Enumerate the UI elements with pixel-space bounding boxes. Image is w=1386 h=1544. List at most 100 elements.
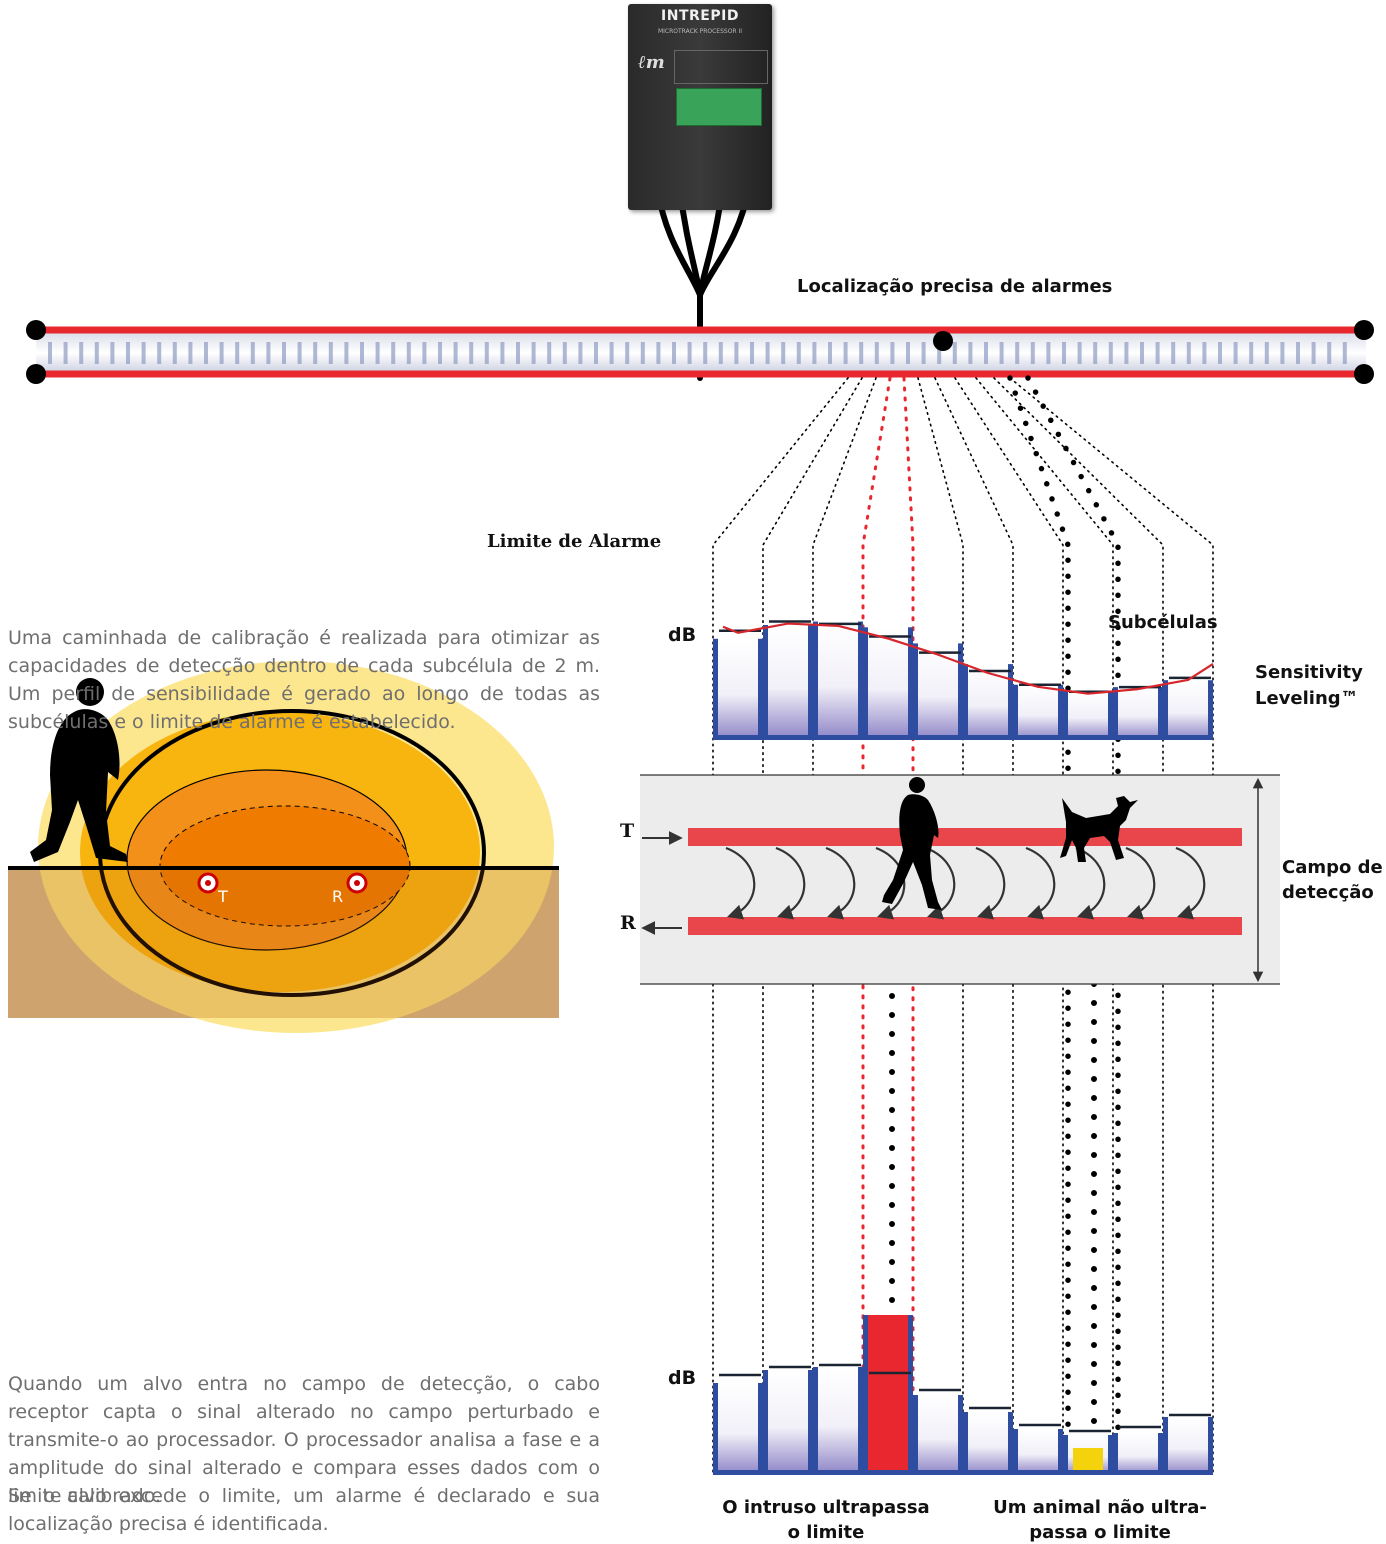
cable-tick: [578, 342, 583, 364]
chart-bar: [1067, 690, 1109, 740]
alarm-limit-label: Limite de Alarme: [487, 531, 662, 552]
chart-bar-edge: [808, 1370, 813, 1475]
target-track-line: [1025, 375, 1121, 1473]
chart-bar: [767, 625, 809, 740]
cable-subcell-ticks: [48, 342, 1347, 364]
cable-tick: [796, 342, 801, 364]
intruder-silhouette-icon: [882, 777, 942, 910]
chart-bar-base: [913, 735, 963, 740]
chart-bar-edge: [1008, 664, 1013, 740]
field-label-line1: Campo de: [1282, 857, 1383, 878]
cable-tick: [812, 342, 817, 364]
cable-tick: [843, 342, 848, 364]
chart-bar-base: [1063, 1470, 1113, 1475]
projection-line: [934, 377, 1014, 1473]
illustration-r-label: R: [332, 887, 344, 906]
chart-bar-edge: [1208, 1417, 1213, 1475]
cable-tick: [141, 342, 146, 364]
target-track-line: [1007, 375, 1071, 1473]
cable-tick: [469, 342, 474, 364]
cable-tick: [484, 342, 489, 364]
chart-bar-edge: [808, 625, 813, 740]
chart-bar-edge: [863, 627, 868, 740]
cable-tick: [406, 342, 411, 364]
chart-bar-edge: [963, 664, 968, 740]
animal-silhouette-icon: [1060, 796, 1138, 862]
chart-bar: [917, 1395, 959, 1475]
field-arc: [1025, 846, 1056, 920]
chart-bar-edge: [1158, 1433, 1163, 1475]
cable-tick: [48, 342, 52, 364]
projection-line: [861, 376, 892, 1474]
cable-tick: [110, 342, 115, 364]
cable-tick: [781, 342, 786, 364]
chart-bar-base: [1113, 735, 1163, 740]
db-label-top: dB: [668, 624, 697, 646]
cable-tick: [562, 342, 567, 364]
chart-bar-edge: [913, 643, 918, 740]
cable-tick: [1093, 342, 1098, 364]
projection-line: [975, 377, 1114, 1473]
field-arc: [875, 846, 906, 920]
field-arc: [1075, 846, 1106, 920]
animal-caption-line1: Um animal não ultra-: [993, 1497, 1207, 1518]
cable-tick: [531, 342, 536, 364]
chart-bar-edge: [1163, 680, 1168, 740]
cable-tick: [1342, 342, 1347, 364]
cable-tick: [438, 342, 442, 364]
cable-tick: [609, 342, 614, 364]
cable-tick: [1280, 342, 1285, 364]
cable-tick: [1108, 342, 1113, 364]
cable-tick: [204, 342, 208, 364]
cable-tick: [1062, 342, 1066, 364]
cable-tick: [999, 342, 1004, 364]
cable-tick: [734, 342, 739, 364]
chart-bar-edge: [1013, 1429, 1018, 1475]
cable-tick: [422, 342, 427, 364]
cable-tick: [344, 342, 349, 364]
field-arc: [775, 846, 806, 920]
chart-bar: [1017, 684, 1059, 740]
cable-tick: [1046, 342, 1051, 364]
cable-tick: [235, 342, 240, 364]
chart-bar-base: [713, 735, 763, 740]
field-arc: [1175, 846, 1206, 920]
chart-bar: [767, 1370, 809, 1475]
chart-bar-edge: [1063, 1435, 1068, 1475]
db-label-bottom: dB: [668, 1367, 697, 1389]
projection-line: [712, 377, 849, 1473]
chart-bar-base: [863, 735, 913, 740]
cable-tick: [79, 342, 84, 364]
cable-tick: [921, 342, 926, 364]
cable-tick: [1015, 342, 1020, 364]
chart-bar-base: [913, 1470, 963, 1475]
field-arc: [825, 846, 856, 920]
detection-chart: [713, 1315, 1213, 1475]
cable-end-dot: [1354, 364, 1374, 384]
chart-bar-edge: [1058, 684, 1063, 740]
cable-tick: [375, 342, 380, 364]
chart-bar-edge: [913, 1395, 918, 1475]
chart-bar-edge: [763, 625, 768, 740]
cable-tick: [937, 342, 942, 364]
sensitivity-chart: [713, 620, 1214, 740]
sensitivity-leveling-curve: [722, 622, 1214, 695]
alarm-paragraph: Se o alvo excede o limite, um alarme é d…: [8, 1485, 600, 1535]
cable-tick: [1218, 342, 1222, 364]
projection-line: [762, 377, 863, 1473]
chart-bar: [1117, 1433, 1159, 1475]
cable-tick: [687, 342, 692, 364]
chart-bar-edge: [908, 627, 913, 740]
cable-tick: [859, 342, 864, 364]
chart-bar-edge: [713, 1383, 718, 1475]
chart-bar: [1167, 1417, 1209, 1475]
chart-bar-base: [713, 1470, 763, 1475]
cable-tick: [984, 342, 988, 364]
chart-bar-edge: [1208, 680, 1213, 740]
cable-tick: [313, 342, 318, 364]
cable-tick: [828, 342, 832, 364]
chart-bar-base: [1013, 1470, 1063, 1475]
chart-bar-edge: [1108, 690, 1113, 740]
chart-bar-base: [1163, 735, 1213, 740]
